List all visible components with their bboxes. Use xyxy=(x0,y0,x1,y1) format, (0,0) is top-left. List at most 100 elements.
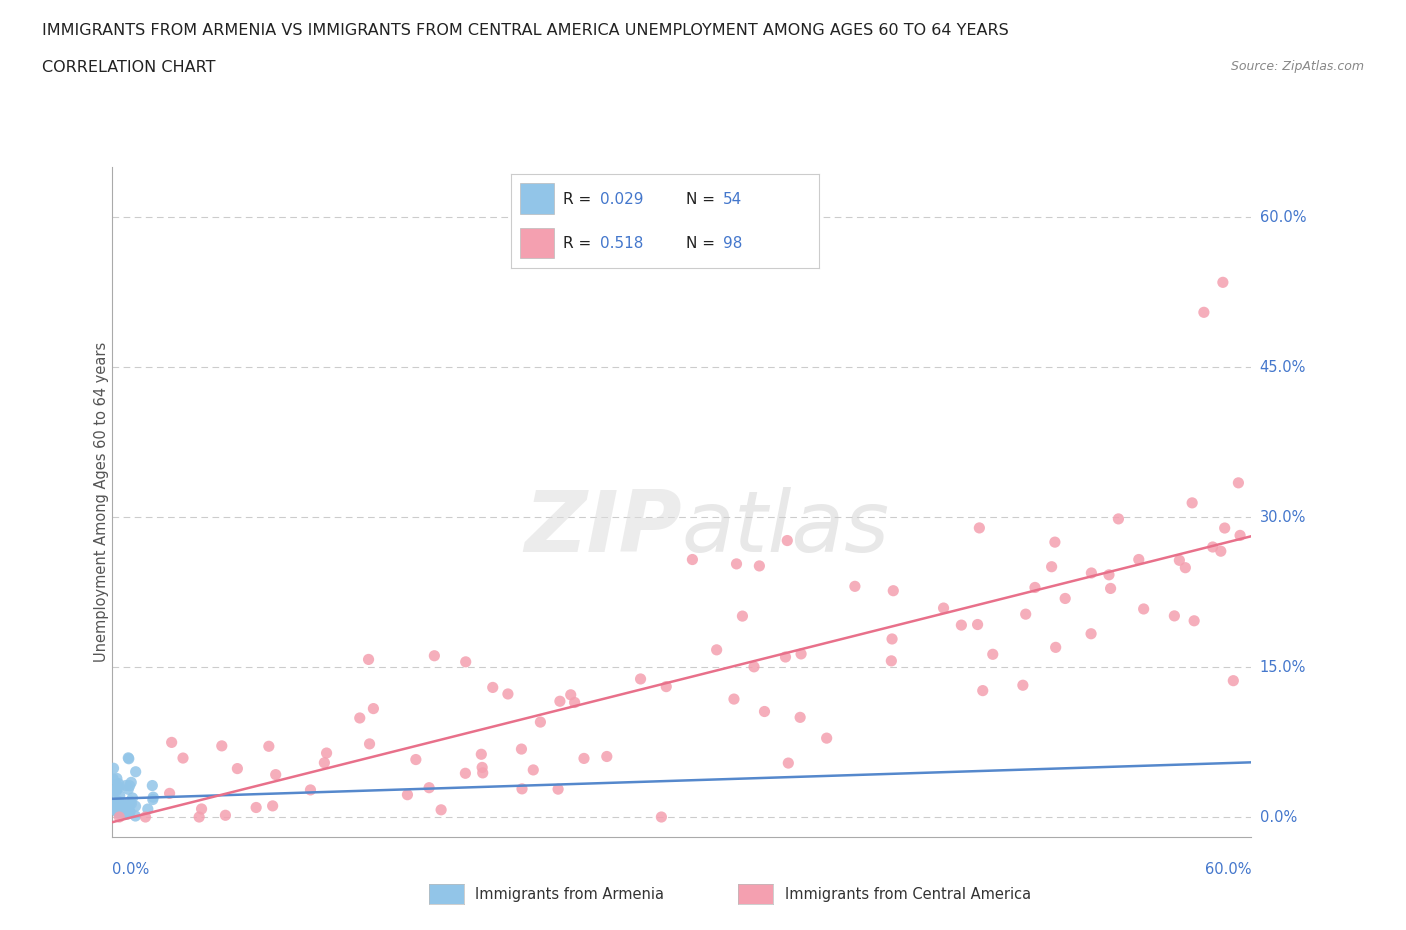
Point xyxy=(349,711,371,725)
Point xyxy=(111,798,134,813)
Point xyxy=(104,798,127,813)
Point xyxy=(124,808,146,823)
Point xyxy=(1227,475,1250,490)
Point xyxy=(357,652,380,667)
Point xyxy=(160,735,183,750)
Point xyxy=(108,789,131,804)
Point xyxy=(706,643,728,658)
Point xyxy=(104,797,127,812)
Point xyxy=(226,761,249,776)
Point xyxy=(103,800,125,815)
Point xyxy=(105,777,128,792)
Point xyxy=(880,631,903,646)
Text: 60.0%: 60.0% xyxy=(1260,210,1306,225)
Text: IMMIGRANTS FROM ARMENIA VS IMMIGRANTS FROM CENTRAL AMERICA UNEMPLOYMENT AMONG AG: IMMIGRANTS FROM ARMENIA VS IMMIGRANTS FR… xyxy=(42,23,1010,38)
Point xyxy=(1202,539,1225,554)
Point xyxy=(117,805,139,820)
Point xyxy=(142,792,165,807)
Point xyxy=(1181,496,1204,511)
Point xyxy=(142,790,165,804)
Point xyxy=(359,737,381,751)
Point xyxy=(1192,305,1215,320)
Point xyxy=(972,684,994,698)
Point xyxy=(1132,602,1154,617)
Point xyxy=(120,775,142,790)
Text: R =: R = xyxy=(564,236,596,251)
Point xyxy=(314,755,336,770)
Point xyxy=(118,804,141,819)
Text: Immigrants from Armenia: Immigrants from Armenia xyxy=(475,887,664,902)
Point xyxy=(108,794,131,809)
Point xyxy=(105,783,128,798)
Point xyxy=(245,800,267,815)
Point xyxy=(1099,581,1122,596)
Point xyxy=(118,804,141,819)
Point xyxy=(470,747,492,762)
Point xyxy=(650,810,672,825)
Point xyxy=(1222,673,1244,688)
Point xyxy=(190,802,212,817)
Point xyxy=(107,795,129,810)
Point xyxy=(1107,512,1129,526)
Point xyxy=(754,704,776,719)
Point xyxy=(471,760,494,775)
Point xyxy=(950,618,973,632)
FancyBboxPatch shape xyxy=(520,228,554,259)
Point xyxy=(105,771,128,786)
Point xyxy=(103,761,125,776)
Point xyxy=(418,780,440,795)
Point xyxy=(111,805,134,820)
Point xyxy=(742,659,765,674)
Point xyxy=(214,808,236,823)
Point xyxy=(172,751,194,765)
Text: 54: 54 xyxy=(723,192,742,206)
Point xyxy=(1040,559,1063,574)
Point xyxy=(844,578,866,593)
Point xyxy=(262,799,284,814)
Point xyxy=(776,533,799,548)
Point xyxy=(1128,552,1150,567)
Point xyxy=(1054,591,1077,606)
Point xyxy=(211,738,233,753)
Point xyxy=(405,752,427,767)
Text: CORRELATION CHART: CORRELATION CHART xyxy=(42,60,215,75)
Point xyxy=(681,552,703,567)
Text: Immigrants from Central America: Immigrants from Central America xyxy=(785,887,1031,902)
Point xyxy=(1212,275,1234,290)
Text: 15.0%: 15.0% xyxy=(1260,659,1306,674)
Point xyxy=(121,790,143,805)
Point xyxy=(159,786,181,801)
Point xyxy=(257,738,280,753)
Point xyxy=(1209,544,1232,559)
Point xyxy=(101,787,124,802)
Point xyxy=(496,686,519,701)
Point xyxy=(110,803,132,817)
Point xyxy=(655,679,678,694)
Point xyxy=(107,802,129,817)
Point xyxy=(1229,528,1251,543)
Text: 45.0%: 45.0% xyxy=(1260,360,1306,375)
Point xyxy=(529,714,551,729)
Point xyxy=(789,710,811,724)
Text: 60.0%: 60.0% xyxy=(1205,862,1251,877)
Point xyxy=(1012,678,1035,693)
Point xyxy=(1080,565,1102,580)
Point xyxy=(136,802,159,817)
Point xyxy=(396,788,419,803)
Point xyxy=(108,810,131,825)
Point xyxy=(1163,608,1185,623)
Text: Source: ZipAtlas.com: Source: ZipAtlas.com xyxy=(1230,60,1364,73)
Point xyxy=(107,777,129,791)
Point xyxy=(572,751,595,766)
Point xyxy=(118,778,141,793)
Point xyxy=(1174,560,1197,575)
Point xyxy=(120,796,142,811)
Point xyxy=(454,765,477,780)
Point xyxy=(815,731,838,746)
Point xyxy=(118,805,141,820)
Point xyxy=(630,671,652,686)
Point xyxy=(141,778,163,793)
Point xyxy=(264,767,287,782)
Point xyxy=(790,646,813,661)
Point xyxy=(423,648,446,663)
